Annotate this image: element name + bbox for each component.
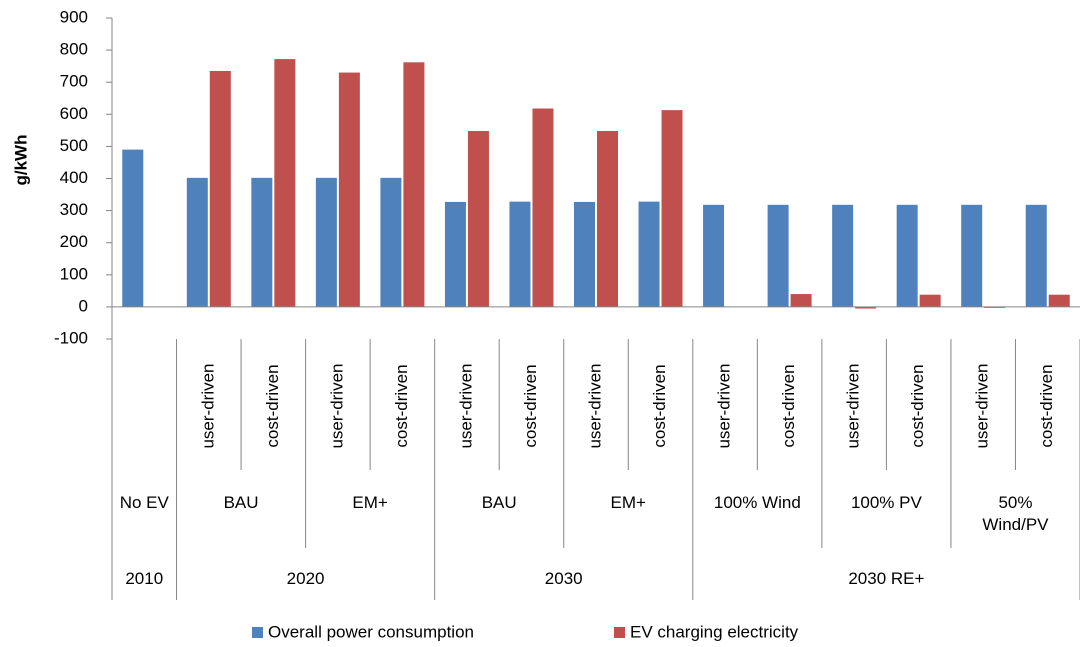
bar — [532, 108, 554, 307]
category-label: user-driven — [973, 363, 992, 448]
bar — [638, 201, 660, 307]
group-label: 2030 RE+ — [848, 569, 925, 588]
subgroup-label: 100% Wind — [713, 493, 801, 512]
category-label: user-driven — [585, 363, 604, 448]
y-tick-label: -100 — [54, 328, 88, 347]
category-label: user-driven — [198, 363, 217, 448]
y-tick-label: 100 — [60, 264, 88, 283]
y-tick-label: 800 — [60, 40, 88, 59]
category-label: cost-driven — [392, 364, 411, 447]
bar — [767, 204, 789, 307]
bar — [574, 201, 595, 307]
category-label: cost-driven — [650, 364, 669, 447]
y-tick-label: 200 — [60, 232, 88, 251]
bar — [919, 294, 941, 307]
y-tick-label: 0 — [79, 296, 88, 315]
bar — [961, 204, 983, 307]
group-label: 2030 — [544, 569, 583, 588]
bar — [251, 177, 273, 307]
bar — [855, 306, 877, 309]
bar — [444, 201, 466, 307]
bar — [380, 177, 402, 307]
category-label: cost-driven — [263, 364, 282, 447]
legend-label: EV charging electricity — [630, 622, 799, 641]
y-axis-title: g/kWh — [11, 135, 30, 186]
bar — [832, 204, 854, 307]
bar — [790, 294, 812, 307]
bar — [661, 110, 683, 307]
y-tick-label: 400 — [60, 168, 88, 187]
bar — [1048, 294, 1070, 307]
bar — [274, 59, 296, 307]
y-tick-label: 700 — [60, 72, 88, 91]
y-tick-label: 600 — [60, 104, 88, 123]
bar — [338, 72, 360, 307]
bar — [122, 149, 144, 307]
legend-label: Overall power consumption — [268, 622, 474, 641]
bar — [703, 204, 725, 307]
subgroup-label: EM+ — [352, 493, 388, 512]
category-label: user-driven — [844, 363, 863, 448]
bar — [509, 201, 531, 307]
category-label: user-driven — [327, 363, 346, 448]
bar — [597, 130, 618, 307]
category-label: user-driven — [715, 363, 734, 448]
subgroup-label: BAU — [223, 493, 259, 512]
subgroup-label: No EV — [119, 493, 169, 512]
category-label: user-driven — [456, 363, 475, 448]
subgroup-label: 100% PV — [850, 493, 922, 512]
bar — [315, 177, 337, 307]
category-label: cost-driven — [521, 364, 540, 447]
y-tick-label: 300 — [60, 200, 88, 219]
subgroup-label: 50% Wind/PV — [982, 493, 1049, 534]
y-tick-label: 900 — [60, 7, 88, 26]
subgroup-label: EM+ — [610, 493, 646, 512]
group-label: 2010 — [125, 569, 164, 588]
bar — [1025, 204, 1047, 307]
bar — [896, 204, 918, 307]
legend-swatch — [252, 627, 263, 638]
bar — [467, 130, 489, 307]
legend-swatch — [613, 627, 625, 638]
bar — [186, 177, 208, 307]
group-label: 2020 — [286, 569, 325, 588]
category-label: cost-driven — [779, 364, 798, 447]
bar — [209, 70, 231, 307]
category-label: cost-driven — [1037, 364, 1056, 447]
subgroup-label: BAU — [481, 493, 517, 512]
category-label: cost-driven — [908, 364, 927, 447]
y-tick-label: 500 — [60, 136, 88, 155]
bar — [403, 62, 425, 307]
